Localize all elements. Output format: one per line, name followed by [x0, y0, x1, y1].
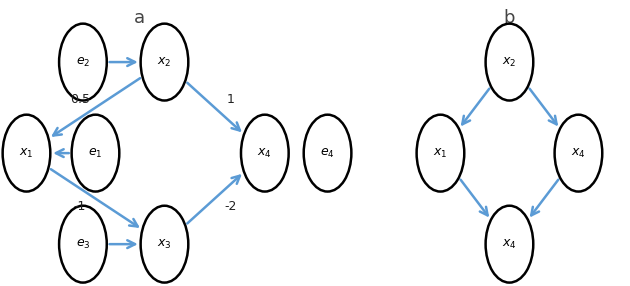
Ellipse shape	[241, 115, 289, 192]
Text: $e_1$: $e_1$	[88, 146, 103, 160]
Ellipse shape	[3, 115, 50, 192]
Text: $e_2$: $e_2$	[76, 55, 90, 69]
Text: $x_4$: $x_4$	[571, 146, 586, 160]
Text: $x_1$: $x_1$	[433, 146, 448, 160]
Text: a: a	[134, 9, 145, 27]
Ellipse shape	[416, 115, 464, 192]
Text: 1: 1	[226, 93, 234, 106]
Ellipse shape	[304, 115, 352, 192]
Text: -2: -2	[224, 200, 236, 213]
Text: $x_4$: $x_4$	[258, 146, 272, 160]
Ellipse shape	[486, 206, 533, 283]
Ellipse shape	[486, 24, 533, 100]
Text: b: b	[504, 9, 515, 27]
Text: $e_4$: $e_4$	[320, 146, 335, 160]
Text: $e_3$: $e_3$	[76, 238, 90, 251]
Ellipse shape	[59, 206, 106, 283]
Ellipse shape	[140, 24, 188, 100]
Text: $x_2$: $x_2$	[502, 55, 517, 69]
Text: $x_4$: $x_4$	[502, 238, 517, 251]
Ellipse shape	[554, 115, 602, 192]
Ellipse shape	[72, 115, 119, 192]
Text: -1: -1	[74, 200, 86, 213]
Ellipse shape	[140, 206, 188, 283]
Text: $x_3$: $x_3$	[157, 238, 172, 251]
Text: 0.5: 0.5	[70, 93, 90, 106]
Text: $x_1$: $x_1$	[20, 146, 34, 160]
Text: $x_2$: $x_2$	[158, 55, 171, 69]
Ellipse shape	[59, 24, 106, 100]
